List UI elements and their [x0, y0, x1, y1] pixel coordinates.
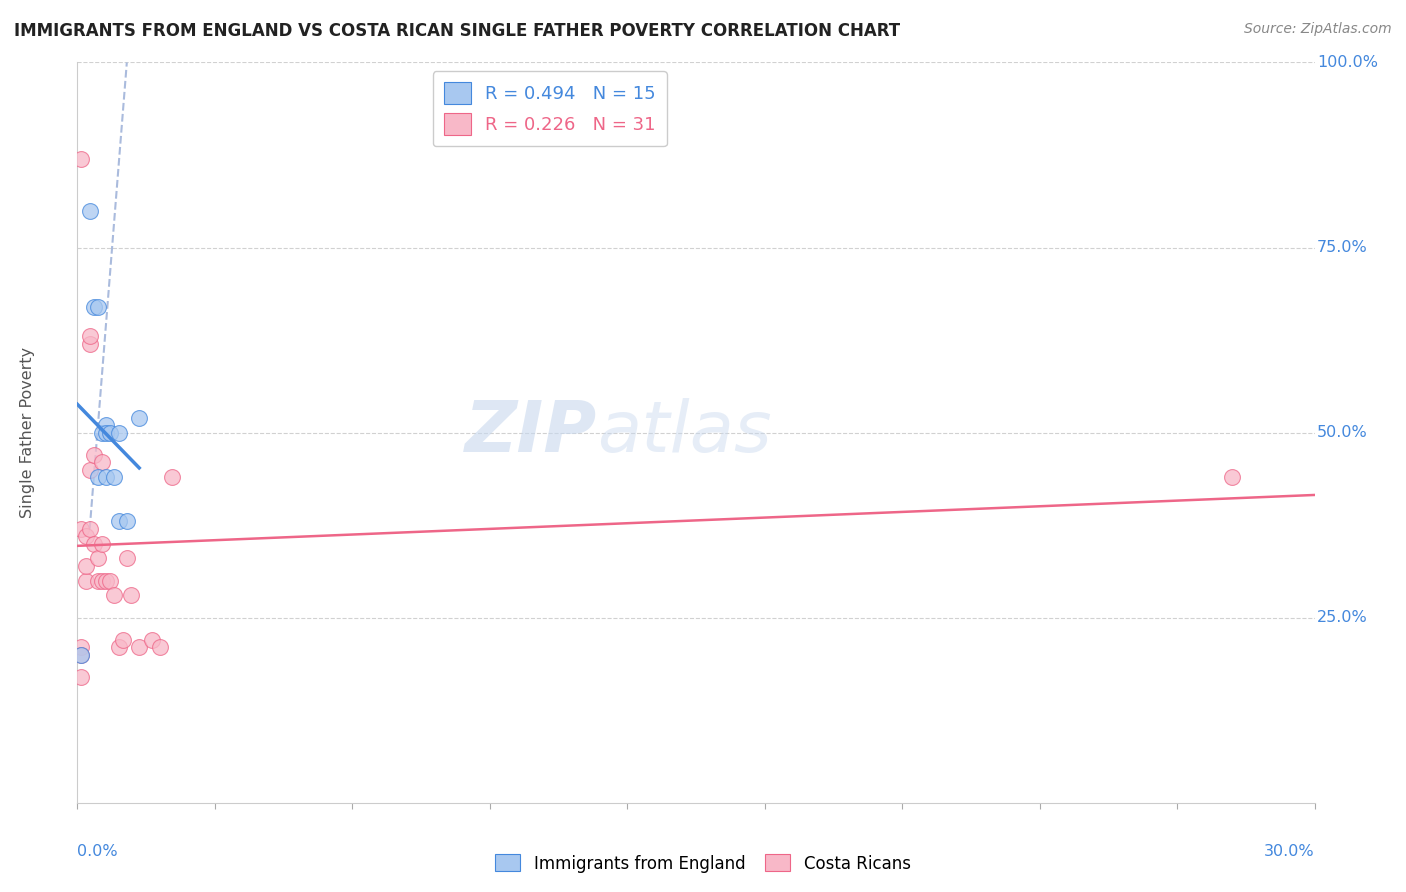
Point — [107, 425, 129, 440]
Point — [70, 670, 93, 684]
Point — [149, 640, 172, 655]
Point — [1220, 470, 1243, 484]
Point — [107, 515, 129, 529]
Point — [87, 300, 110, 314]
Text: Single Father Poverty: Single Father Poverty — [20, 347, 35, 518]
Point — [96, 470, 118, 484]
Point — [70, 522, 93, 536]
Point — [87, 574, 110, 588]
Text: ZIP: ZIP — [465, 398, 598, 467]
Point — [96, 425, 118, 440]
Point — [103, 470, 125, 484]
Point — [79, 522, 101, 536]
Point — [98, 425, 121, 440]
Text: 75.0%: 75.0% — [1317, 240, 1368, 255]
Point — [91, 537, 114, 551]
Point — [75, 574, 97, 588]
Point — [70, 640, 93, 655]
Text: Source: ZipAtlas.com: Source: ZipAtlas.com — [1244, 22, 1392, 37]
Point — [103, 589, 125, 603]
Point — [70, 152, 93, 166]
Point — [70, 648, 93, 662]
Text: 25.0%: 25.0% — [1317, 610, 1368, 625]
Point — [79, 462, 101, 476]
Point — [91, 425, 114, 440]
Point — [141, 632, 163, 647]
Point — [87, 470, 110, 484]
Point — [128, 640, 150, 655]
Point — [160, 470, 183, 484]
Point — [75, 529, 97, 543]
Legend: R = 0.494   N = 15, R = 0.226   N = 31: R = 0.494 N = 15, R = 0.226 N = 31 — [433, 71, 666, 146]
Point — [83, 537, 105, 551]
Legend: Immigrants from England, Costa Ricans: Immigrants from England, Costa Ricans — [489, 847, 917, 880]
Point — [107, 640, 129, 655]
Point — [79, 203, 101, 218]
Point — [120, 589, 142, 603]
Text: 30.0%: 30.0% — [1264, 844, 1315, 858]
Point — [115, 551, 138, 566]
Text: IMMIGRANTS FROM ENGLAND VS COSTA RICAN SINGLE FATHER POVERTY CORRELATION CHART: IMMIGRANTS FROM ENGLAND VS COSTA RICAN S… — [14, 22, 900, 40]
Text: 50.0%: 50.0% — [1317, 425, 1368, 440]
Point — [79, 329, 101, 343]
Text: 0.0%: 0.0% — [77, 844, 118, 858]
Point — [83, 300, 105, 314]
Point — [128, 410, 150, 425]
Text: atlas: atlas — [598, 398, 772, 467]
Point — [115, 515, 138, 529]
Point — [91, 455, 114, 469]
Point — [91, 574, 114, 588]
Point — [75, 558, 97, 573]
Point — [79, 336, 101, 351]
Point — [96, 574, 118, 588]
Point — [98, 574, 121, 588]
Point — [111, 632, 134, 647]
Text: 100.0%: 100.0% — [1317, 55, 1378, 70]
Point — [96, 418, 118, 433]
Point — [70, 648, 93, 662]
Point — [83, 448, 105, 462]
Point — [87, 551, 110, 566]
